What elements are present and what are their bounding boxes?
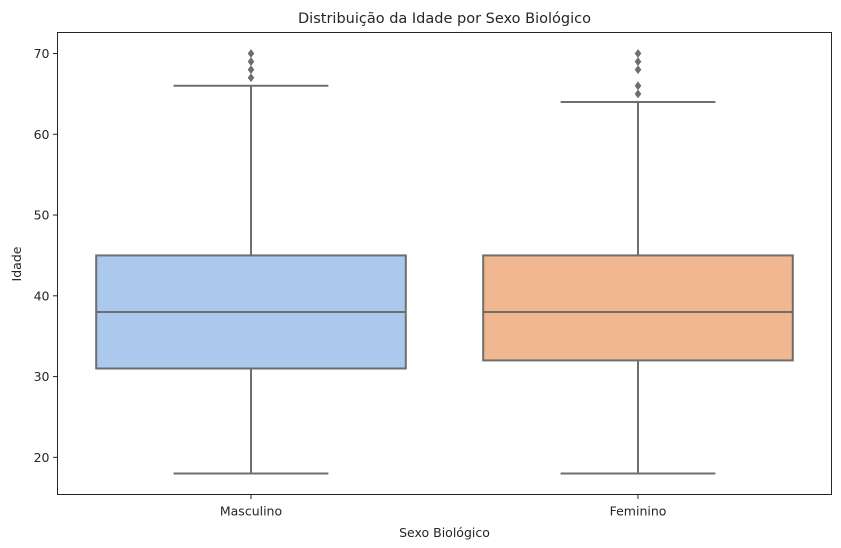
outlier-point — [634, 81, 642, 91]
y-tick-label: 70 — [34, 46, 50, 61]
y-axis: 20 30 40 50 60 70 — [34, 46, 58, 465]
outlier-point — [634, 49, 642, 58]
outlier-point — [247, 73, 255, 83]
y-axis-label: Idade — [9, 246, 24, 281]
x-axis: Masculino Feminino — [220, 494, 667, 519]
x-tick-label: Masculino — [220, 504, 282, 519]
x-tick-label: Feminino — [610, 504, 667, 519]
outlier-point — [247, 57, 255, 67]
plot-area — [95, 49, 794, 475]
y-tick-label: 40 — [34, 288, 50, 303]
iqr-box — [482, 254, 794, 362]
outlier-point — [247, 65, 255, 75]
outlier-point — [634, 89, 642, 99]
y-tick-label: 20 — [34, 450, 50, 465]
outlier-point — [247, 49, 255, 58]
box-masculino — [95, 49, 407, 475]
outlier-point — [634, 57, 642, 67]
chart-title: Distribuição da Idade por Sexo Biológico — [298, 11, 591, 27]
y-tick-label: 50 — [34, 208, 50, 223]
x-axis-label: Sexo Biológico — [399, 525, 490, 540]
y-tick-label: 30 — [34, 369, 50, 384]
outlier-point — [634, 65, 642, 75]
plot-frame — [57, 32, 832, 495]
box-feminino — [482, 49, 794, 475]
y-tick-label: 60 — [34, 127, 50, 142]
